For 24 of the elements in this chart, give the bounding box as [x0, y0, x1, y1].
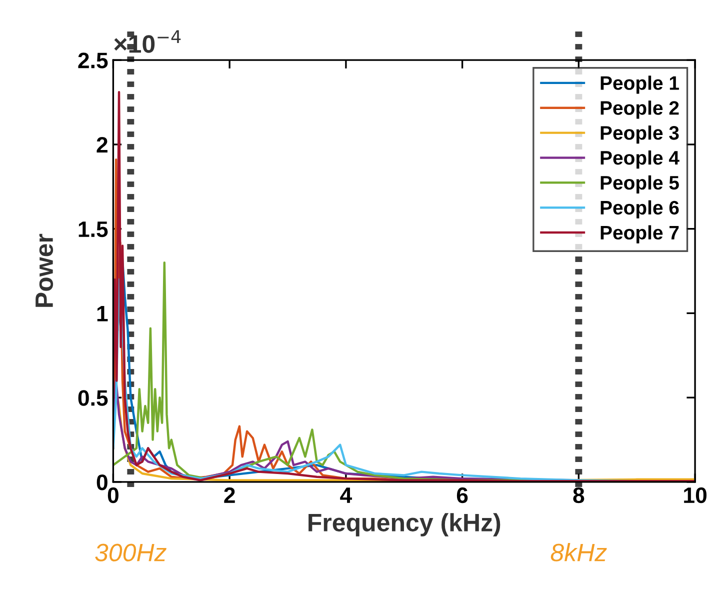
y-tick-label: 2.5: [78, 52, 108, 68]
x-tick-label: 4: [340, 488, 352, 503]
legend-label: People 4: [600, 150, 680, 169]
y-tick-label: 1.5: [78, 222, 108, 238]
legend-label: People 3: [600, 126, 679, 144]
legend-label: People 2: [600, 100, 679, 119]
x-tick-label: 8: [573, 487, 584, 504]
y-axis-title: Power: [36, 234, 54, 307]
text: ×10$^{−4}$: [114, 30, 181, 53]
x-tick-label: 10: [684, 487, 706, 504]
x-tick-label: 2: [224, 487, 235, 503]
y-tick-label: 0.5: [78, 390, 108, 406]
legend-label: People 6: [600, 200, 679, 218]
ref-line-label: 8kHz: [550, 543, 607, 562]
legend-label: People 7: [600, 225, 679, 244]
x-tick-label: 0: [108, 487, 118, 504]
legend-label: People 5: [600, 175, 679, 194]
x-tick-label: 6: [456, 487, 468, 504]
y-tick-label: 0: [96, 474, 108, 490]
x-axis-title: Frequency (kHz): [308, 513, 500, 536]
y-tick-label: 1: [97, 306, 108, 322]
y-tick-label: 2: [96, 137, 108, 153]
ref-line-label: 300Hz: [95, 544, 166, 562]
legend-label: People 1: [600, 76, 679, 94]
